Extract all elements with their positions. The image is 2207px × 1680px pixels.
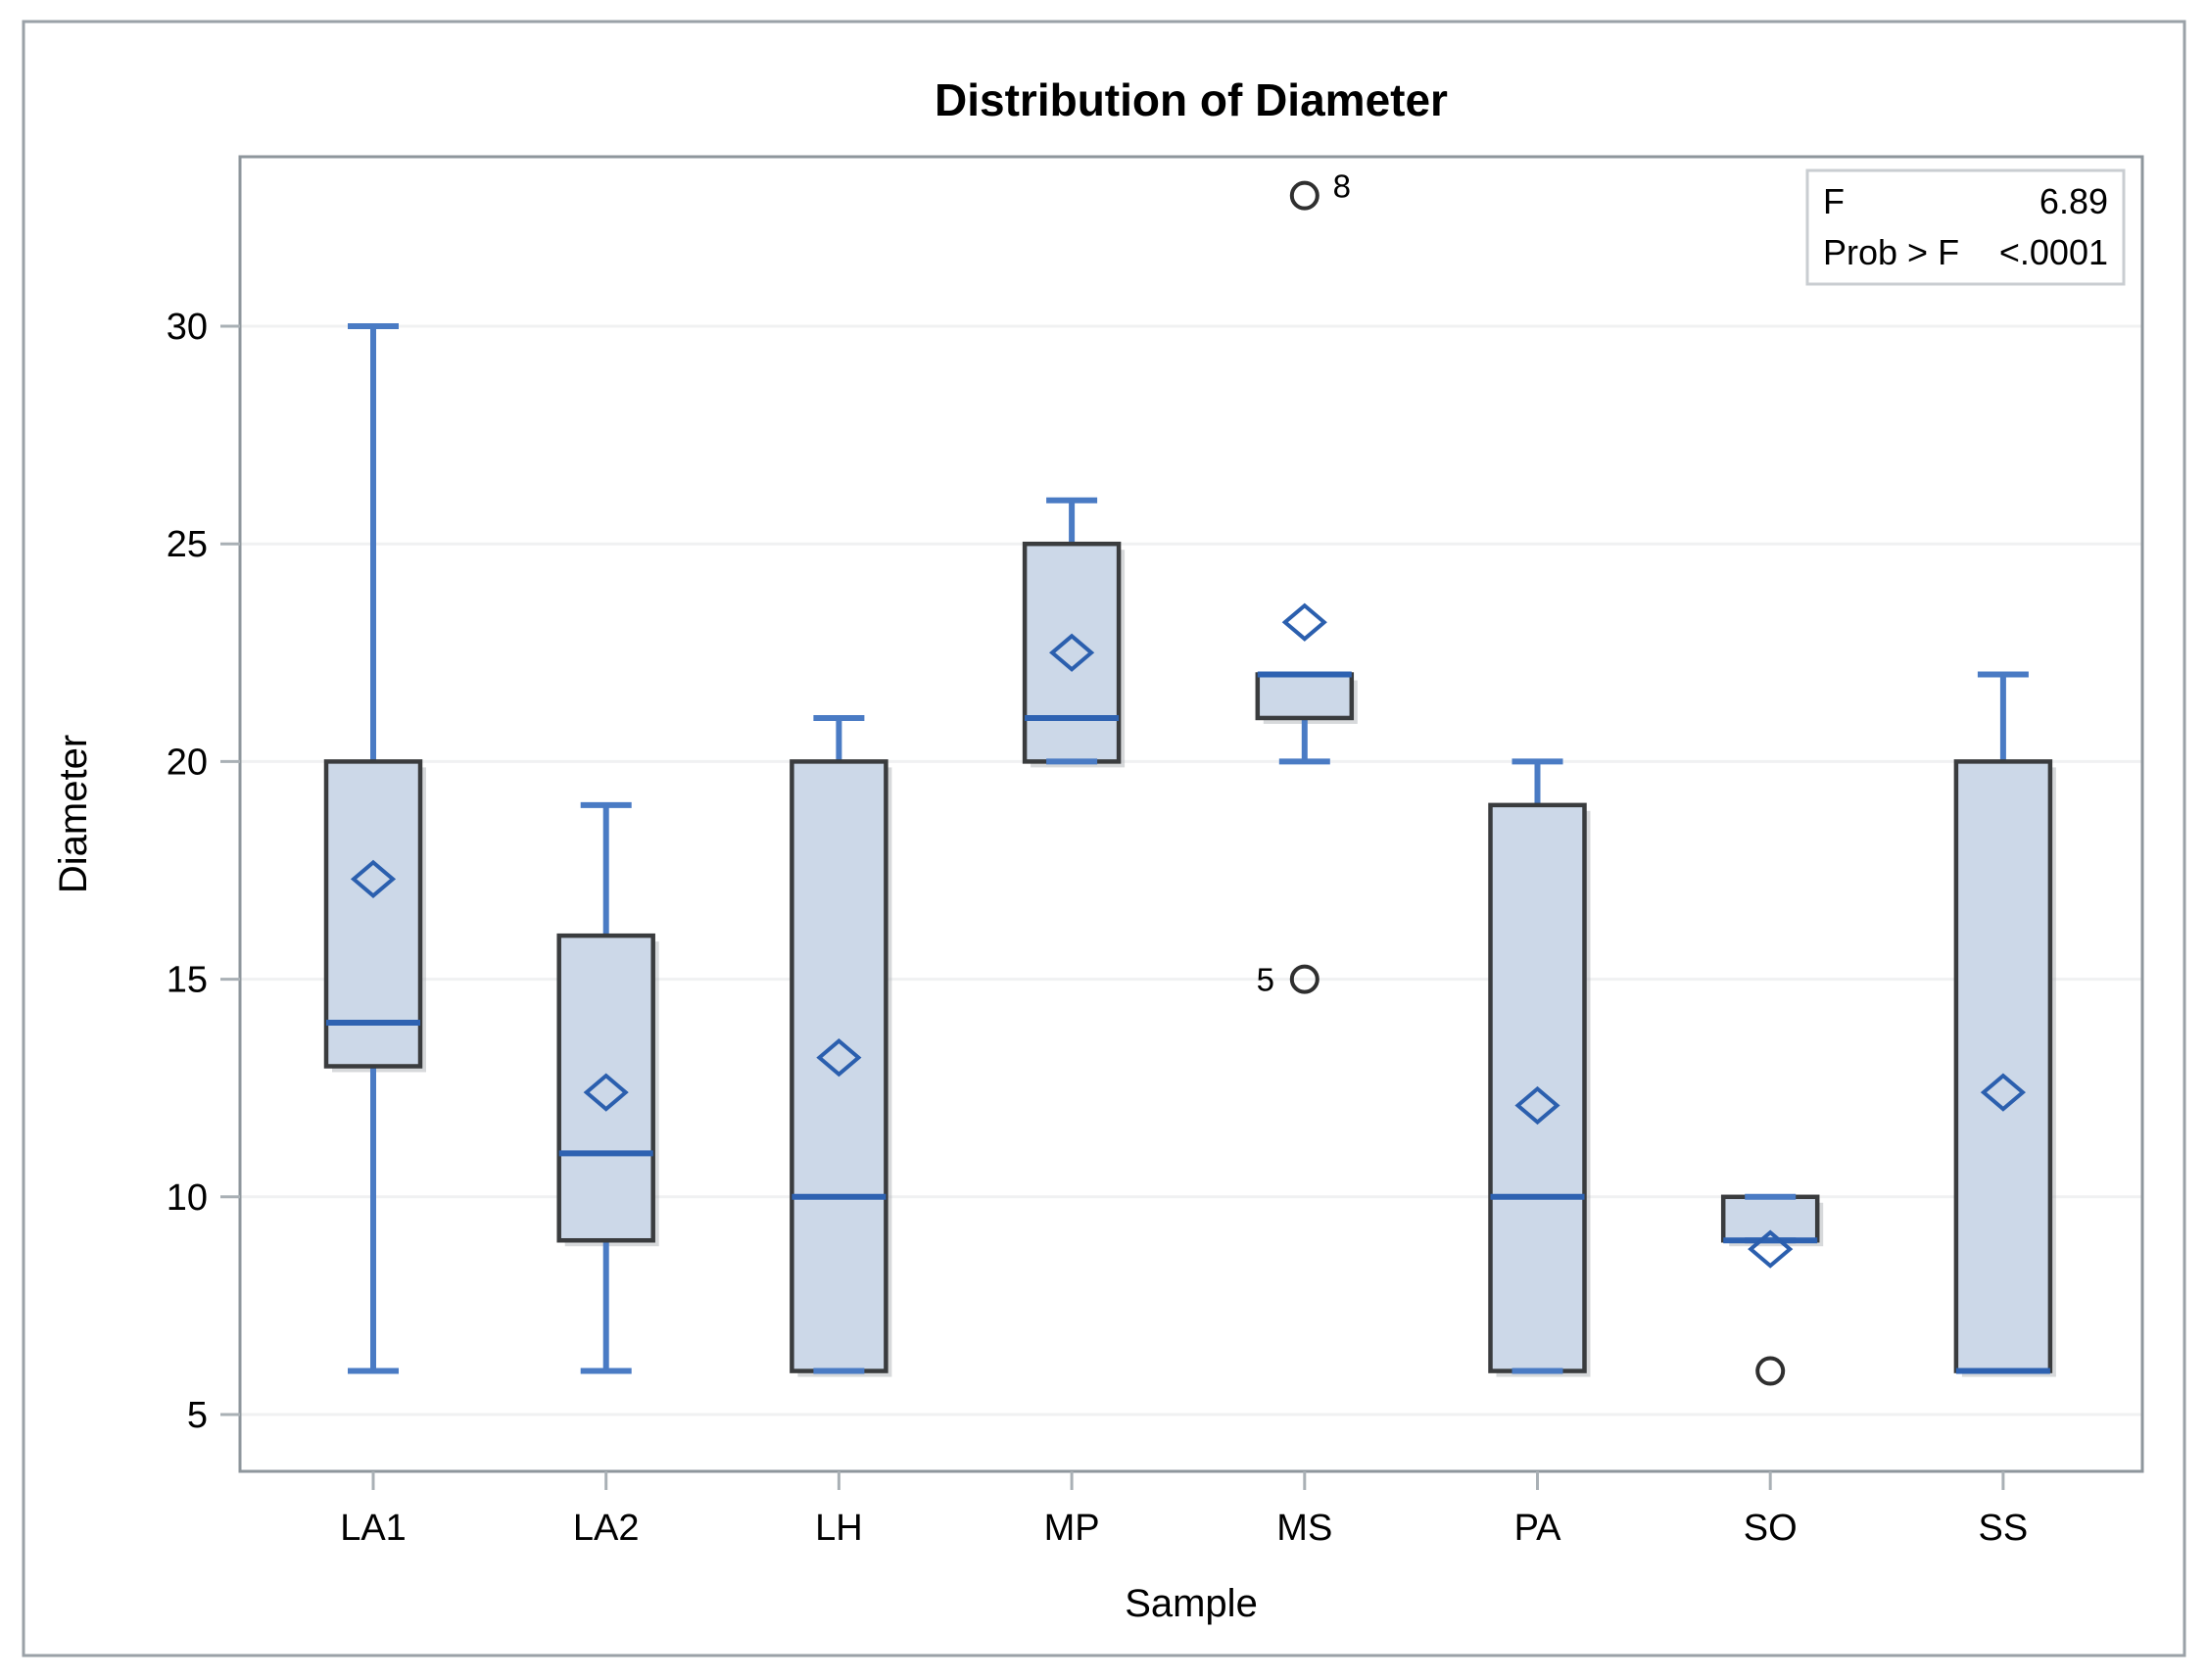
y-tick-label-15: 15 bbox=[167, 960, 208, 1001]
box-group-MS bbox=[1255, 180, 1358, 994]
chart-title: Distribution of Diameter bbox=[935, 74, 1448, 125]
box-group-LA1 bbox=[323, 323, 426, 1374]
mean-diamond bbox=[1281, 602, 1327, 642]
mean-diamond bbox=[1049, 633, 1095, 672]
x-tick-label-SO: SO bbox=[1744, 1508, 1798, 1549]
x-axis-label: Sample bbox=[1125, 1582, 1258, 1625]
mean-diamond bbox=[816, 1037, 862, 1078]
x-tick-label-LA2: LA2 bbox=[573, 1508, 640, 1549]
stats-label-0: F bbox=[1823, 181, 1845, 221]
outlier-marker-SO-0 bbox=[1755, 1356, 1786, 1386]
mean-diamond bbox=[1514, 1085, 1560, 1126]
stats-label-1: Prob > F bbox=[1823, 232, 1959, 272]
x-tick-label-MS: MS bbox=[1276, 1508, 1332, 1549]
x-tick-label-PA: PA bbox=[1514, 1508, 1562, 1549]
outlier-label-MS-1: 5 bbox=[1257, 962, 1274, 998]
mean-diamond bbox=[583, 1073, 629, 1112]
box-group-LH bbox=[790, 714, 892, 1377]
box-group-LA2 bbox=[556, 801, 659, 1374]
box-LA1 bbox=[323, 759, 423, 1069]
box-SS bbox=[1953, 759, 2053, 1373]
box-group-MP bbox=[1022, 497, 1126, 768]
mean-diamond bbox=[1980, 1073, 2026, 1112]
x-tick-label-LH: LH bbox=[815, 1508, 863, 1549]
stats-value-1: <.0001 bbox=[1999, 232, 2108, 272]
x-tick-label-LA1: LA1 bbox=[340, 1508, 407, 1549]
y-tick-label-10: 10 bbox=[167, 1177, 208, 1219]
box-group-SO bbox=[1720, 1193, 1824, 1386]
figure-border bbox=[22, 20, 2186, 1657]
y-tick-label-5: 5 bbox=[187, 1395, 208, 1436]
stats-value-0: 6.89 bbox=[2039, 181, 2108, 221]
y-tick-label-30: 30 bbox=[167, 307, 208, 348]
outlier-label-MS-0: 8 bbox=[1333, 168, 1351, 205]
y-tick-label-25: 25 bbox=[167, 524, 208, 565]
box-MS bbox=[1255, 672, 1355, 721]
plot-frame bbox=[238, 155, 2144, 1473]
mean-diamond bbox=[350, 859, 397, 899]
outlier-marker-MS-0 bbox=[1289, 180, 1319, 211]
stats-box bbox=[1805, 168, 2126, 286]
box-MP bbox=[1022, 541, 1122, 764]
box-LH bbox=[790, 759, 888, 1373]
y-axis-label: Diameter bbox=[52, 735, 95, 893]
box-group-SS bbox=[1953, 671, 2056, 1377]
y-tick-label-20: 20 bbox=[167, 742, 208, 783]
box-group-PA bbox=[1488, 758, 1591, 1377]
x-tick-label-MP: MP bbox=[1044, 1508, 1100, 1549]
outlier-marker-MS-1 bbox=[1289, 964, 1319, 994]
mean-diamond bbox=[1748, 1229, 1794, 1269]
box-LA2 bbox=[556, 933, 655, 1243]
x-tick-label-SS: SS bbox=[1979, 1508, 2029, 1549]
